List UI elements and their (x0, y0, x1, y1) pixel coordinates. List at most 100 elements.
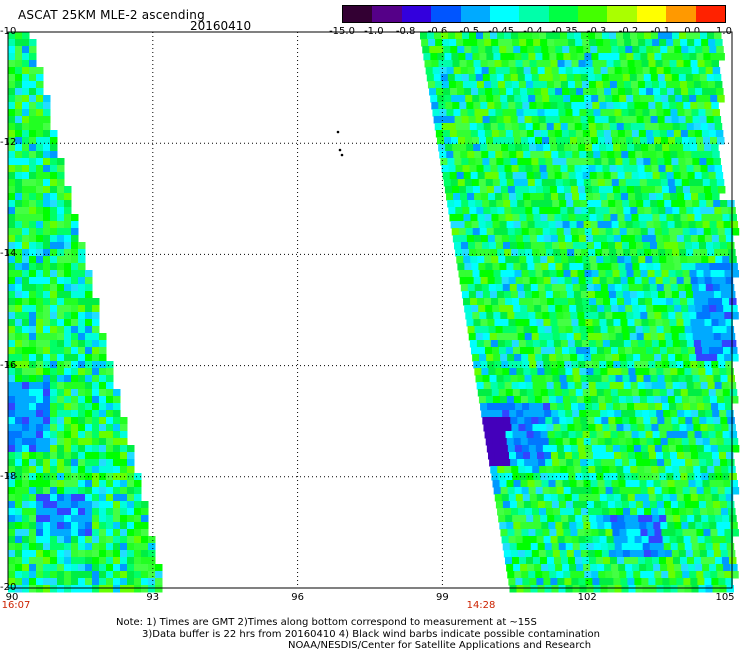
swath-cell (548, 480, 557, 488)
swath-cell (507, 487, 516, 495)
swath-cell (671, 459, 679, 467)
swath-cell (703, 571, 711, 579)
swath-cell (719, 284, 728, 292)
swath-cell (548, 305, 556, 313)
swath-cell (474, 326, 483, 334)
swath-cell (637, 424, 645, 432)
swath-cell (36, 228, 44, 236)
swath-cell (709, 522, 717, 530)
swath-cell (572, 242, 581, 250)
swath-cell (15, 53, 23, 61)
swath-cell (688, 179, 697, 187)
swath-cell (610, 473, 618, 481)
swath-cell (620, 235, 629, 243)
swath-cell (50, 382, 58, 390)
swath-cell (492, 305, 500, 313)
swath-cell (680, 298, 688, 306)
swath-cell (607, 284, 616, 292)
swath-cell (587, 375, 596, 383)
swath-cell (691, 67, 700, 75)
swath-cell (8, 417, 16, 425)
swath-cell (693, 424, 701, 432)
swath-cell (621, 543, 630, 551)
swath-cell (451, 53, 459, 61)
swath-cell (622, 158, 630, 166)
swath-cell (656, 368, 664, 376)
swath-cell (483, 424, 491, 432)
swath-cell (649, 543, 658, 551)
swath-cell (631, 347, 640, 355)
swath-cell (565, 67, 574, 75)
swath-cell (546, 508, 554, 516)
swath-cell (575, 214, 583, 222)
swath-cell (36, 81, 44, 89)
swath-cell (608, 116, 617, 124)
swath-cell (92, 347, 100, 355)
swath-cell (442, 39, 450, 47)
swath-cell (628, 585, 637, 593)
swath-cell (660, 438, 669, 446)
swath-cell (92, 361, 100, 369)
swath-cell (600, 543, 609, 551)
swath-cell (518, 508, 526, 516)
swath-cell (506, 564, 514, 572)
swath-cell (8, 564, 16, 572)
swath-cell (691, 242, 700, 250)
swath-cell (99, 522, 107, 530)
swath-cell (36, 466, 44, 474)
swath-cell (577, 53, 585, 61)
swath-cell (15, 396, 23, 404)
swath-cell (693, 123, 702, 131)
swath-cell (8, 494, 16, 502)
swath-cell (722, 473, 730, 481)
swath-cell (71, 347, 79, 355)
swath-cell (628, 284, 637, 292)
swath-cell (544, 193, 552, 201)
swath-cell (50, 256, 58, 264)
swath-cell (543, 494, 552, 502)
swath-cell (710, 312, 718, 320)
swath-cell (626, 529, 634, 537)
swath-cell (43, 116, 51, 124)
swath-cell (530, 543, 539, 551)
swath-cell (663, 543, 672, 551)
swath-cell (655, 452, 664, 460)
swath-cell (686, 207, 694, 215)
swath-cell (502, 193, 510, 201)
swath-cell (15, 347, 23, 355)
swath-cell (556, 529, 564, 537)
swath-cell (22, 95, 30, 103)
swath-cell (501, 102, 509, 110)
swath-cell (8, 424, 16, 432)
swath-cell (495, 284, 504, 292)
swath-cell (550, 578, 558, 586)
swath-cell (106, 438, 114, 446)
swath-cell (541, 438, 550, 446)
swath-cell (71, 228, 79, 236)
swath-cell (670, 368, 678, 376)
swath-cell (64, 410, 72, 418)
swath-cell (683, 277, 692, 285)
swath-cell (50, 172, 58, 180)
swath-cell (78, 284, 86, 292)
swath-cell (57, 438, 65, 446)
swath-cell (50, 207, 58, 215)
swath-cell (676, 277, 685, 285)
swath-cell (724, 312, 732, 320)
swath-cell (29, 452, 37, 460)
swath-cell (649, 242, 658, 250)
swath-cell (36, 291, 44, 299)
swath-cell (669, 319, 677, 327)
swath-cell (71, 417, 79, 425)
swath-cell (78, 431, 86, 439)
swath-cell (489, 200, 497, 208)
swath-cell (643, 333, 652, 341)
swath-cell (522, 536, 531, 544)
swath-cell (568, 298, 576, 306)
swath-cell (468, 116, 477, 124)
swath-cell (617, 130, 626, 138)
swath-cell (711, 536, 720, 544)
swath-cell (515, 102, 523, 110)
swath-cell (607, 326, 616, 334)
swath-cell (668, 270, 677, 278)
